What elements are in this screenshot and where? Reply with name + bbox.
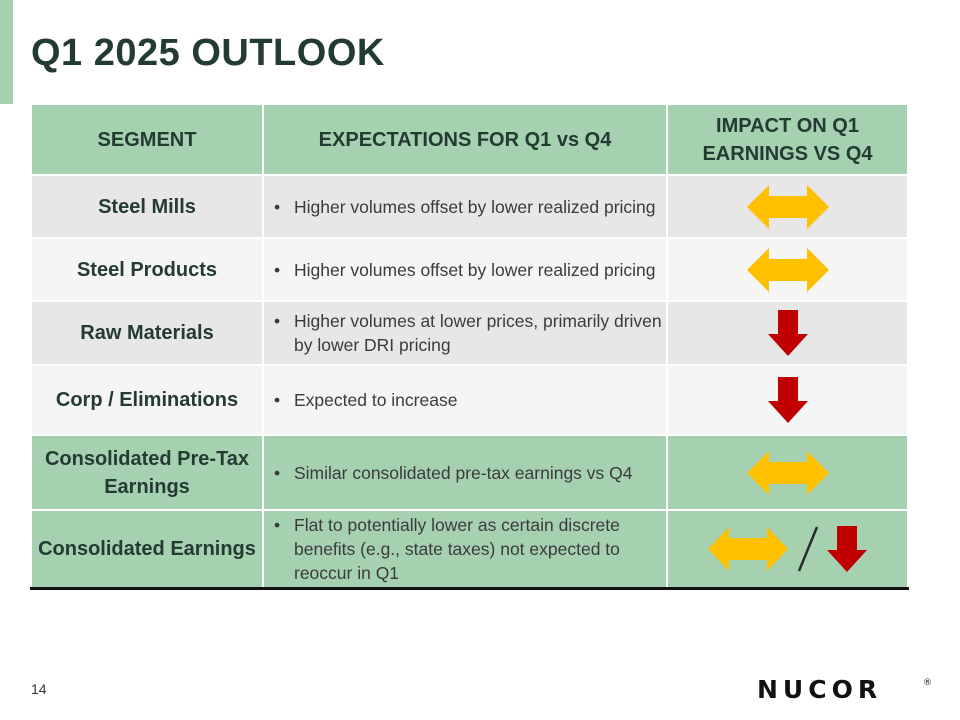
expectation-bullet: Similar consolidated pre-tax earnings vs… xyxy=(274,461,662,485)
double-headed-arrow-icon xyxy=(746,247,829,292)
expectation-bullet: Flat to potentially lower as certain dis… xyxy=(274,513,662,585)
nucor-logo-mark: NUCOR ® xyxy=(757,675,932,704)
segment-cell: Raw Materials xyxy=(30,300,264,366)
double-headed-arrow-icon xyxy=(746,184,829,229)
segment-cell: Consolidated Earnings xyxy=(30,509,264,589)
expectation-bullet: Expected to increase xyxy=(274,388,662,412)
down-arrow-icon xyxy=(767,310,808,356)
page-title: Q1 2025 OUTLOOK xyxy=(31,32,385,74)
impact-cell xyxy=(666,434,909,511)
nucor-logo: NUCOR ® xyxy=(757,675,933,705)
segment-cell: Consolidated Pre-Tax Earnings xyxy=(30,434,264,511)
impact-cell xyxy=(666,174,909,239)
table-row-steel-products: Steel Products Higher volumes offset by … xyxy=(30,237,909,302)
expectation-cell: Flat to potentially lower as certain dis… xyxy=(262,509,668,589)
slash-icon xyxy=(797,526,818,572)
expectations-header: EXPECTATIONS FOR Q1 vs Q4 xyxy=(262,103,668,176)
table-header-row: SEGMENT EXPECTATIONS FOR Q1 vs Q4 IMPACT… xyxy=(30,103,909,176)
table-row-raw-materials: Raw Materials Higher volumes at lower pr… xyxy=(30,300,909,366)
table-row-consolidated-earnings: Consolidated Earnings Flat to potentiall… xyxy=(30,509,909,589)
expectation-cell: Higher volumes offset by lower realized … xyxy=(262,174,668,239)
table-row-corp-eliminations: Corp / Eliminations Expected to increase xyxy=(30,364,909,436)
expectation-cell: Higher volumes at lower prices, primaril… xyxy=(262,300,668,366)
accent-bar xyxy=(0,0,13,104)
registered-mark: ® xyxy=(923,678,932,688)
impact-cell xyxy=(666,364,909,436)
logo-text: NUCOR xyxy=(757,676,882,700)
segment-cell: Steel Mills xyxy=(30,174,264,239)
expectation-bullet: Higher volumes offset by lower realized … xyxy=(274,258,662,282)
impact-cell xyxy=(666,237,909,302)
expectation-bullet: Higher volumes at lower prices, primaril… xyxy=(274,309,662,357)
segment-cell: Corp / Eliminations xyxy=(30,364,264,436)
expectation-cell: Similar consolidated pre-tax earnings vs… xyxy=(262,434,668,511)
table-row-consolidated-pretax: Consolidated Pre-Tax Earnings Similar co… xyxy=(30,434,909,511)
segment-cell: Steel Products xyxy=(30,237,264,302)
impact-cell xyxy=(666,509,909,589)
double-headed-arrow-icon xyxy=(708,526,789,571)
outlook-table: SEGMENT EXPECTATIONS FOR Q1 vs Q4 IMPACT… xyxy=(30,103,909,590)
down-arrow-icon xyxy=(767,377,808,423)
impact-header: IMPACT ON Q1 EARNINGS VS Q4 xyxy=(666,103,909,176)
impact-cell xyxy=(666,300,909,366)
table-row-steel-mills: Steel Mills Higher volumes offset by low… xyxy=(30,174,909,239)
page-number: 14 xyxy=(31,681,47,697)
double-headed-arrow-icon xyxy=(746,450,829,495)
down-arrow-icon xyxy=(826,525,867,572)
expectation-cell: Expected to increase xyxy=(262,364,668,436)
segment-header: SEGMENT xyxy=(30,103,264,176)
expectation-bullet: Higher volumes offset by lower realized … xyxy=(274,195,662,219)
expectation-cell: Higher volumes offset by lower realized … xyxy=(262,237,668,302)
